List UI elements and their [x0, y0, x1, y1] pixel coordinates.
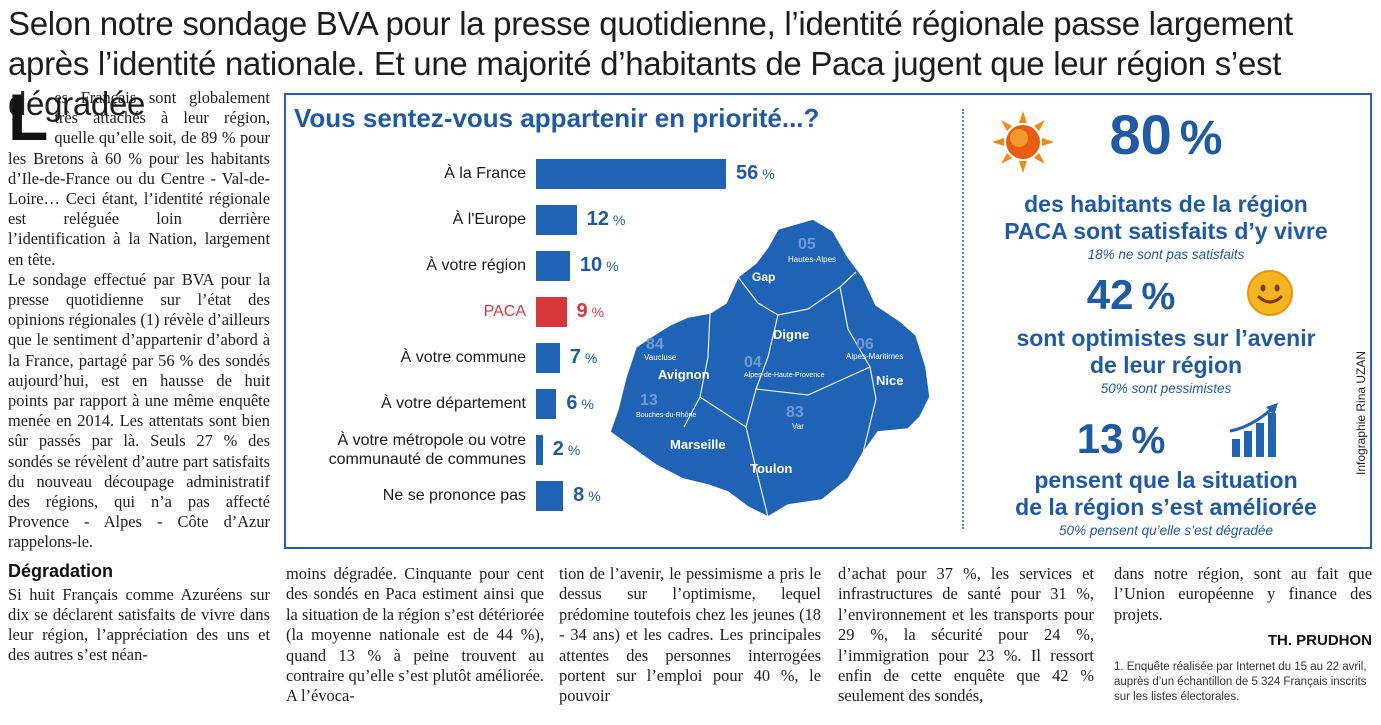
article-column-5: dans notre région, sont au fait que l’Un…: [1114, 564, 1372, 705]
stat-text-line-1: des habitants de la région: [1024, 191, 1308, 217]
map-label: 83: [786, 404, 804, 421]
stat-satisfied: 80% des habitants de la région PACA sont…: [976, 103, 1356, 263]
bar: [536, 205, 577, 235]
map-label: Hautes-Alpes: [788, 255, 836, 264]
stat-text-line-1: pensent que la situation: [1034, 467, 1298, 493]
smiley-icon: [1247, 270, 1293, 316]
map-label: 84: [646, 336, 664, 353]
map-label: Toulon: [750, 461, 792, 476]
stat-subtext: 50% sont pessimistes: [1100, 381, 1232, 396]
bar-value-label: 2%: [552, 438, 581, 460]
footnote: 1. Enquête réalisée par Internet du 15 a…: [1114, 660, 1367, 703]
bar: [536, 297, 567, 327]
map-label: Nice: [876, 373, 903, 388]
paca-map: 05 Hautes-Alpes Gap Digne 84 Vaucluse Av…: [609, 218, 931, 518]
stat-subtext: 18% ne sont pas satisfaits: [1087, 247, 1245, 262]
article-column-1: L es Français sont globalement très atta…: [8, 80, 270, 665]
bar-chart: À la France 56% À l'Europe 12% À votre régio…: [286, 95, 962, 551]
chart-title: Vous sentez-vous appartenir en priorité.…: [294, 103, 820, 133]
map-label: Var: [792, 422, 804, 431]
map-label: Alpes-Maritimes: [846, 352, 903, 361]
map-label: Bouches-du-Rhône: [636, 412, 696, 419]
map-label: Alpes-de-Haute-Provence: [744, 372, 825, 379]
bar-value-label: 56%: [736, 162, 775, 184]
infographic-credit: Infographie Rina UZAN: [1354, 350, 1368, 475]
rising-chart-icon: [1229, 403, 1278, 457]
stat-value: 42%: [1086, 271, 1176, 318]
bar-label: À votre région: [426, 257, 526, 274]
bar-value-label: 9%: [576, 300, 605, 322]
stat-value: 80%: [1109, 103, 1223, 166]
bar: [536, 343, 560, 373]
stat-improved: 13% pensent que la situation de la régio…: [976, 415, 1356, 538]
infographic-box: Vous sentez-vous appartenir en priorité.…: [284, 93, 1372, 549]
stat-text-line-1: sont optimistes sur l’avenir: [1016, 325, 1316, 351]
bar-value-label: 10%: [579, 254, 619, 276]
map-region-shape: [609, 218, 931, 518]
stat-optimists: 42% sont optimistes sur l’avenir de leur…: [976, 271, 1356, 396]
stat-subtext: 50% pensent qu’elle s’est dégradée: [1059, 523, 1273, 538]
map-label: 13: [640, 392, 658, 409]
map-label: Digne: [773, 327, 809, 342]
map-label: 04: [744, 354, 762, 371]
bar: [536, 251, 570, 281]
dropcap: L: [8, 80, 49, 154]
bar: [536, 481, 564, 511]
article-text: dans notre région, sont au fait que l’Un…: [1114, 564, 1372, 624]
headline: Selon notre sondage BVA pour la presse q…: [8, 5, 1293, 122]
bar-label: À la France: [444, 165, 526, 182]
article-column-4: d’achat pour 37 %, les services et infra…: [838, 564, 1094, 706]
article-paragraph-3: Si huit Français comme Azuréens sur dix …: [8, 584, 270, 665]
article-column-3: tion de l’avenir, le pessimisme a pris l…: [559, 564, 821, 706]
stat-text-line-2: PACA sont satisfaits d’y vivre: [1004, 218, 1328, 244]
stat-text-line-2: de la région s’est améliorée: [1015, 494, 1317, 520]
stat-text-line-2: de leur région: [1089, 352, 1243, 378]
dotted-divider: [962, 109, 964, 529]
subheading: Dégradation: [8, 560, 114, 581]
article-paragraph-2: Le sondage effectué par BVA pour la pres…: [8, 269, 270, 552]
map-label: 05: [798, 236, 816, 253]
bar-value-label: 6%: [566, 392, 594, 414]
map-label: Marseille: [670, 437, 726, 452]
bar-label: À l'Europe: [452, 211, 526, 228]
bar-label: À votre métropole ou votre communauté de…: [328, 432, 526, 468]
map-label: Vaucluse: [644, 353, 677, 362]
article-column-2: moins dégradée. Cinquante pour cent des …: [286, 564, 544, 706]
bar-value-label: 7%: [569, 346, 598, 368]
map-label: Gap: [752, 270, 775, 284]
bar-value-label: 12%: [586, 208, 626, 230]
author-signature: TH. PRUDHON: [1267, 632, 1372, 650]
bar-value-label: 8%: [573, 484, 601, 506]
article-paragraph-1: es Français sont globalement très attach…: [8, 88, 270, 269]
bar-label: À votre département: [381, 395, 526, 412]
sun-icon: [992, 111, 1054, 173]
bar: [536, 389, 557, 419]
stat-value: 13%: [1076, 415, 1166, 462]
bar-label: PACA: [483, 303, 526, 320]
bar: [536, 159, 726, 189]
map-label: Avignon: [658, 367, 710, 382]
bar-label: Ne se prononce pas: [382, 487, 526, 504]
map-label: 06: [856, 336, 874, 353]
bar: [536, 435, 543, 465]
bar-label: À votre commune: [400, 349, 526, 366]
